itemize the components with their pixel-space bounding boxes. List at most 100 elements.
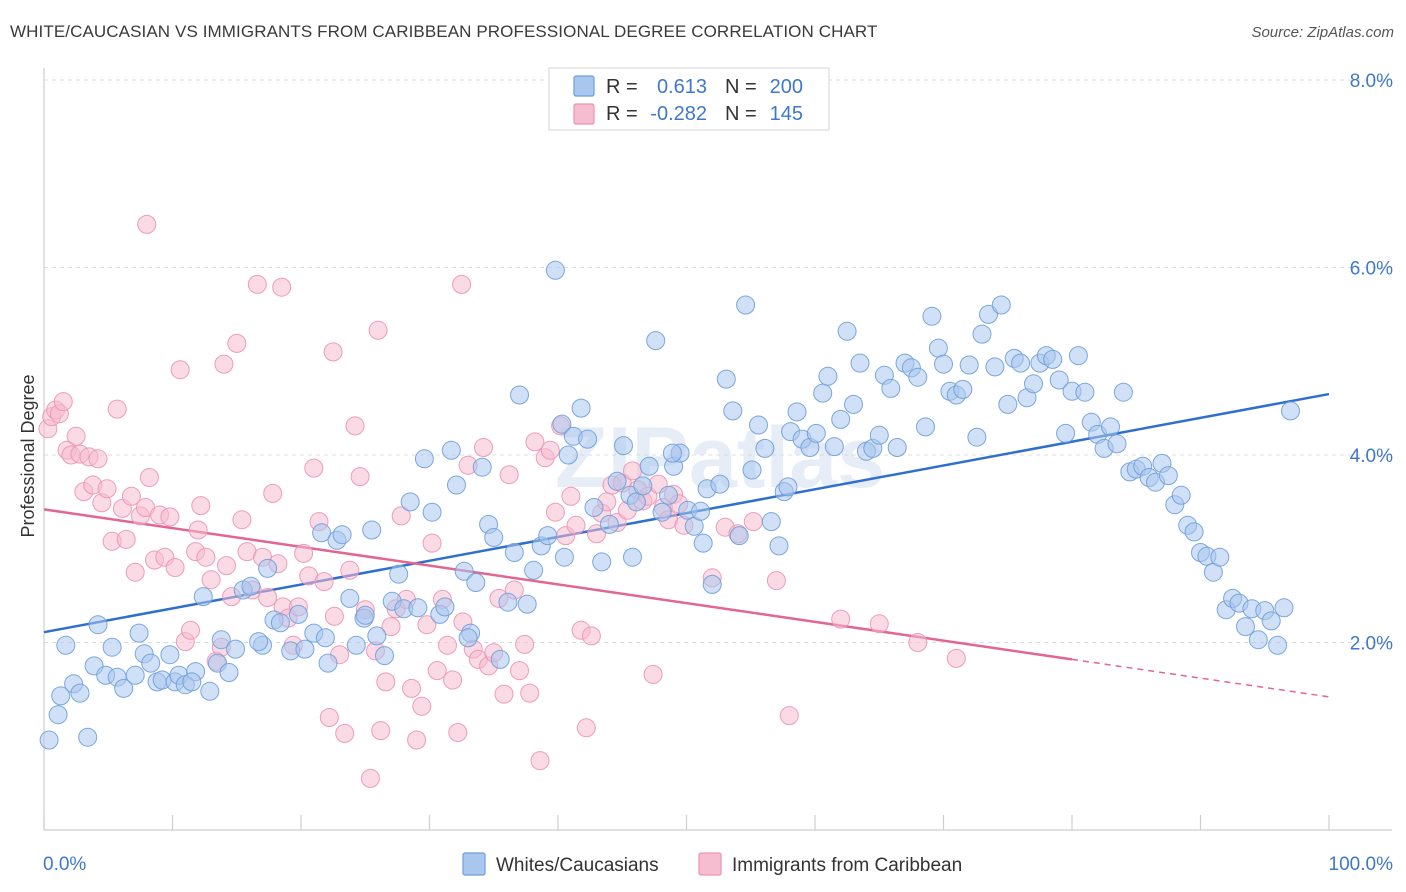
point-caribbean-96 bbox=[515, 634, 535, 654]
point-whites-172 bbox=[1171, 485, 1191, 505]
point-whites-115 bbox=[806, 423, 826, 443]
point-whites-157 bbox=[1075, 382, 1095, 402]
point-caribbean-98 bbox=[525, 432, 545, 452]
point-caribbean-105 bbox=[561, 486, 581, 506]
point-whites-63 bbox=[466, 573, 486, 592]
point-whites-88 bbox=[633, 476, 653, 496]
series-legend: Whites/Caucasians Immigrants from Caribb… bbox=[462, 852, 962, 876]
point-whites-188 bbox=[1274, 598, 1294, 618]
legend-r-value-2: -0.282 bbox=[650, 103, 707, 125]
point-whites-47 bbox=[362, 520, 382, 540]
point-whites-90 bbox=[646, 331, 666, 351]
point-whites-153 bbox=[1049, 370, 1069, 390]
point-caribbean-121 bbox=[643, 664, 663, 684]
point-caribbean-31 bbox=[181, 620, 200, 640]
point-caribbean-29 bbox=[170, 360, 190, 380]
point-caribbean-131 bbox=[743, 512, 763, 532]
point-caribbean-138 bbox=[137, 214, 157, 234]
point-caribbean-19 bbox=[121, 486, 141, 506]
point-caribbean-20 bbox=[125, 562, 145, 582]
point-caribbean-64 bbox=[350, 467, 370, 487]
point-whites-13 bbox=[125, 665, 145, 685]
point-whites-56 bbox=[422, 502, 442, 522]
trend-line-pink-extension bbox=[1071, 658, 1330, 698]
legend-swatch-blue bbox=[573, 75, 595, 97]
point-whites-1 bbox=[48, 705, 68, 725]
x-tick-label-1: 100.0% bbox=[1329, 854, 1394, 875]
point-whites-139 bbox=[959, 355, 979, 375]
point-whites-140 bbox=[967, 427, 987, 447]
point-whites-127 bbox=[881, 378, 901, 398]
point-whites-162 bbox=[1107, 434, 1127, 454]
point-caribbean-99 bbox=[530, 751, 550, 771]
point-whites-80 bbox=[578, 429, 598, 449]
point-caribbean-101 bbox=[540, 440, 560, 460]
y-axis-title: Professional Degree bbox=[18, 374, 38, 537]
point-whites-186 bbox=[1261, 611, 1281, 631]
point-whites-48 bbox=[367, 626, 387, 646]
point-whites-192 bbox=[623, 547, 642, 567]
y-tick-label-2: 6.0% bbox=[1350, 259, 1393, 280]
x-axis-ticks: 0.0% 100.0% bbox=[43, 854, 1393, 875]
point-caribbean-79 bbox=[427, 661, 447, 681]
source-credit: Source: ZipAtlas.com bbox=[1251, 24, 1394, 41]
point-whites-199 bbox=[182, 672, 202, 692]
point-caribbean-28 bbox=[165, 558, 185, 577]
point-caribbean-135 bbox=[869, 614, 889, 634]
legend-swatch-pink bbox=[573, 103, 595, 125]
point-whites-14 bbox=[129, 623, 149, 643]
point-whites-138 bbox=[953, 379, 973, 399]
point-caribbean-75 bbox=[407, 730, 427, 750]
point-whites-59 bbox=[441, 440, 461, 460]
point-caribbean-134 bbox=[831, 609, 851, 629]
point-whites-116 bbox=[813, 383, 833, 403]
point-whites-145 bbox=[998, 394, 1018, 414]
point-caribbean-7 bbox=[66, 426, 86, 446]
point-whites-108 bbox=[761, 512, 781, 532]
point-caribbean-68 bbox=[371, 721, 391, 741]
bottom-legend-swatch-blue bbox=[462, 852, 486, 876]
point-whites-163 bbox=[1113, 382, 1133, 402]
point-whites-58 bbox=[435, 597, 455, 617]
trend-line-pink bbox=[43, 508, 1073, 661]
point-whites-194 bbox=[778, 477, 798, 497]
point-caribbean-139 bbox=[214, 354, 234, 374]
point-whites-131 bbox=[908, 367, 928, 387]
legend-r-label-1: R = bbox=[606, 76, 638, 98]
point-whites-10 bbox=[102, 637, 122, 657]
point-whites-178 bbox=[1210, 547, 1230, 567]
point-whites-43 bbox=[332, 525, 352, 545]
point-whites-60 bbox=[447, 475, 466, 495]
point-caribbean-70 bbox=[381, 617, 401, 637]
point-whites-16 bbox=[141, 653, 161, 673]
point-whites-35 bbox=[270, 613, 290, 633]
point-whites-8 bbox=[88, 615, 108, 635]
point-whites-128 bbox=[887, 438, 907, 457]
point-whites-107 bbox=[755, 438, 775, 458]
point-whites-3 bbox=[56, 635, 76, 655]
point-caribbean-137 bbox=[946, 648, 966, 668]
point-whites-31 bbox=[241, 576, 261, 596]
point-caribbean-97 bbox=[520, 683, 540, 703]
correlation-legend: R = 0.613 N = 200 R = -0.282 N = 145 bbox=[548, 67, 830, 131]
bottom-legend-label-whites: Whites/Caucasians bbox=[496, 855, 659, 876]
point-whites-122 bbox=[850, 353, 870, 373]
point-whites-55 bbox=[414, 449, 434, 469]
point-whites-87 bbox=[626, 492, 646, 512]
point-whites-5 bbox=[70, 683, 90, 703]
point-whites-102 bbox=[723, 401, 743, 421]
point-whites-37 bbox=[288, 604, 308, 624]
point-whites-189 bbox=[1281, 401, 1300, 421]
point-caribbean-136 bbox=[908, 633, 928, 652]
point-whites-191 bbox=[458, 628, 478, 648]
y-tick-label-3: 8.0% bbox=[1350, 71, 1393, 92]
point-whites-197 bbox=[315, 628, 335, 648]
point-whites-79 bbox=[571, 398, 591, 418]
point-caribbean-66 bbox=[360, 768, 380, 788]
point-whites-103 bbox=[729, 526, 749, 546]
point-whites-101 bbox=[716, 369, 736, 389]
point-whites-142 bbox=[979, 304, 998, 324]
point-whites-70 bbox=[510, 385, 529, 405]
point-caribbean-58 bbox=[319, 708, 339, 727]
point-whites-64 bbox=[472, 457, 492, 477]
